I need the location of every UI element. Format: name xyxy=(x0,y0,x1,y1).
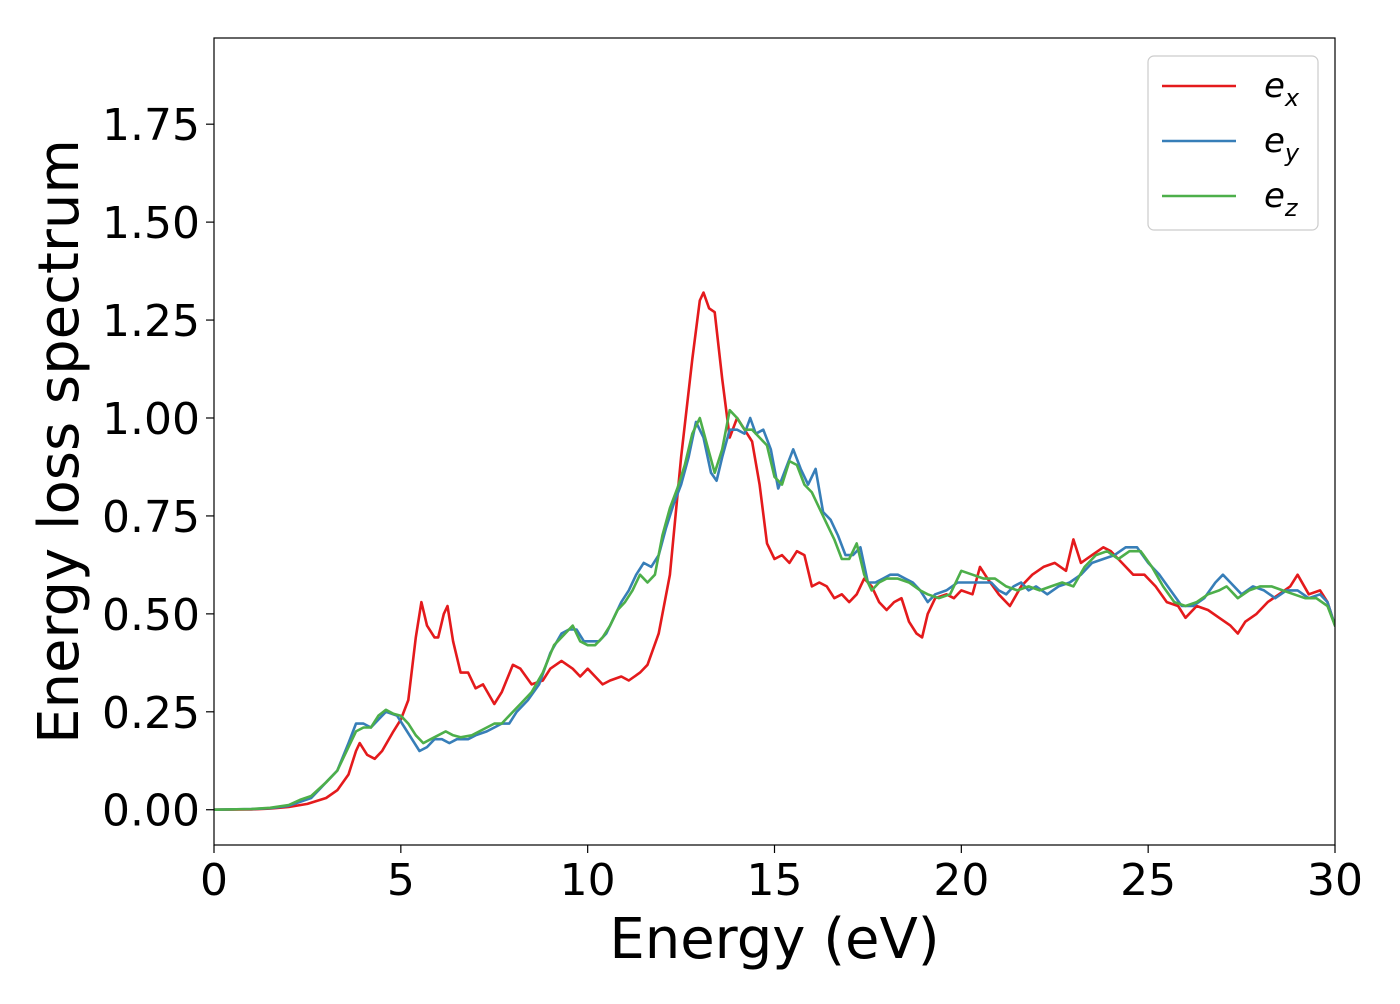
legend-box xyxy=(1147,55,1319,231)
legend-label-z: ez xyxy=(1264,176,1299,222)
legend-label-x: ex xyxy=(1264,66,1300,112)
y-tick-label: 1.25 xyxy=(102,296,200,347)
legend: ex ey ez xyxy=(1147,55,1319,231)
y-axis-ticks: 0.00 0.25 0.50 0.75 1.00 1.25 1.50 1.75 xyxy=(102,100,214,837)
x-tick-label: 20 xyxy=(933,855,989,906)
y-tick-label: 1.00 xyxy=(102,394,200,445)
x-tick-label: 15 xyxy=(747,855,803,906)
y-tick-label: 0.25 xyxy=(102,688,200,739)
x-tick-label: 25 xyxy=(1120,855,1176,906)
series-line-x xyxy=(214,291,1335,811)
series-line-z xyxy=(214,408,1335,811)
x-axis-label: Energy (eV) xyxy=(609,907,939,972)
x-tick-label: 5 xyxy=(387,855,415,906)
y-tick-label: 0.50 xyxy=(102,590,200,641)
series-line-y xyxy=(214,416,1335,811)
y-tick-label: 1.50 xyxy=(102,198,200,249)
legend-label-y: ey xyxy=(1264,121,1300,167)
y-tick-label: 1.75 xyxy=(102,100,200,151)
x-tick-label: 10 xyxy=(560,855,616,906)
y-tick-label: 0.75 xyxy=(102,492,200,543)
x-tick-label: 0 xyxy=(200,855,228,906)
y-tick-label: 0.00 xyxy=(102,786,200,837)
x-axis-ticks: 0 5 10 15 20 25 30 xyxy=(200,845,1363,906)
x-tick-label: 30 xyxy=(1307,855,1363,906)
y-axis-label: Energy loss spectrum xyxy=(27,139,92,744)
plot-lines xyxy=(214,291,1335,811)
